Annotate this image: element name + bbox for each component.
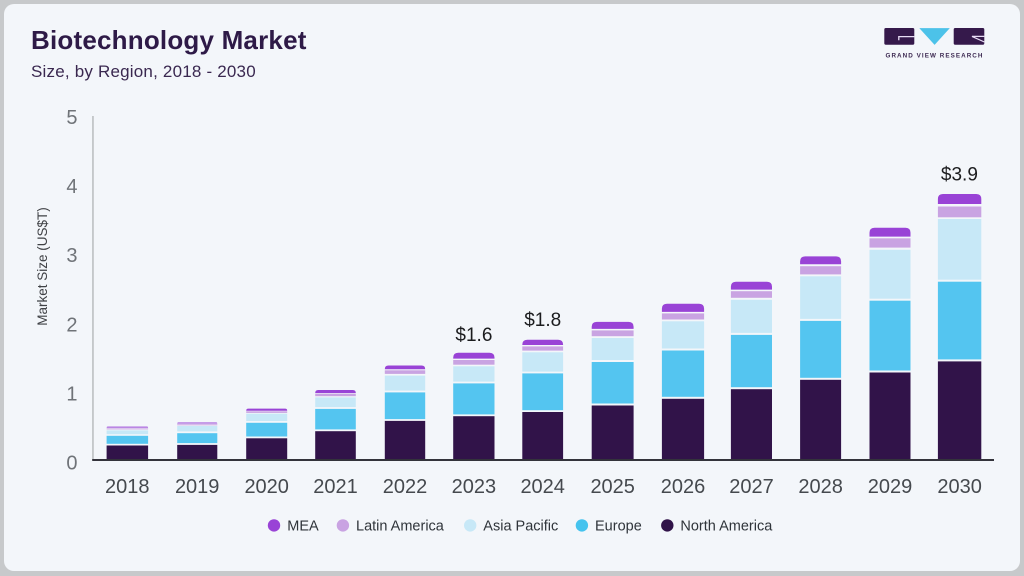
svg-text:MEA: MEA [287, 518, 319, 534]
svg-text:$1.6: $1.6 [455, 325, 492, 346]
svg-text:GRAND VIEW RESEARCH: GRAND VIEW RESEARCH [886, 52, 984, 59]
svg-text:2018: 2018 [105, 476, 150, 498]
svg-text:5: 5 [66, 107, 77, 129]
svg-text:2028: 2028 [798, 476, 843, 498]
svg-text:2023: 2023 [452, 476, 497, 498]
svg-text:4: 4 [66, 176, 77, 198]
svg-text:2022: 2022 [383, 476, 428, 498]
svg-text:2029: 2029 [868, 476, 913, 498]
svg-text:2: 2 [66, 314, 77, 336]
svg-text:1: 1 [66, 383, 77, 405]
svg-text:2030: 2030 [937, 476, 982, 498]
svg-text:$1.8: $1.8 [524, 310, 561, 331]
svg-text:2021: 2021 [313, 476, 358, 498]
svg-text:Asia Pacific: Asia Pacific [483, 518, 558, 534]
svg-text:2025: 2025 [590, 476, 635, 498]
svg-text:2024: 2024 [520, 476, 565, 498]
svg-text:0: 0 [66, 453, 77, 475]
svg-text:North America: North America [680, 518, 773, 534]
svg-text:2027: 2027 [729, 476, 774, 498]
svg-text:2019: 2019 [175, 476, 220, 498]
svg-text:2026: 2026 [661, 476, 706, 498]
svg-text:Latin America: Latin America [356, 518, 445, 534]
svg-text:Market Size (US$T): Market Size (US$T) [35, 207, 50, 326]
svg-text:2020: 2020 [244, 476, 289, 498]
svg-text:$3.9: $3.9 [941, 165, 978, 186]
svg-text:3: 3 [66, 245, 77, 267]
svg-text:Europe: Europe [595, 518, 642, 534]
